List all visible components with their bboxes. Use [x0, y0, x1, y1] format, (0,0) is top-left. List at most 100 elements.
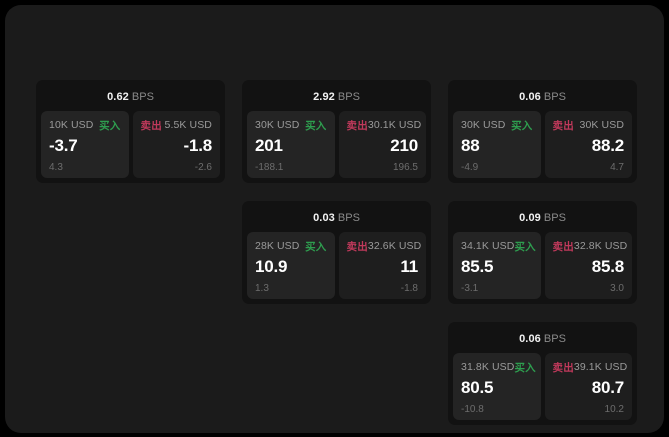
bps-value: 0.06 — [519, 333, 541, 345]
quote-column-1: 0.62 BPS 10K USD 买入 -3.7 4.3 卖出 — [36, 80, 225, 183]
bid-delta: -4.9 — [461, 161, 479, 173]
ask-panel[interactable]: 卖出 30.1K USD 210 196.5 — [338, 111, 426, 178]
ask-size-label: 30K USD — [579, 119, 624, 131]
bid-size-label: 31.8K USD — [461, 361, 515, 373]
bid-panel[interactable]: 30K USD 买入 201 -188.1 — [247, 111, 335, 178]
ask-header: 卖出 30.1K USD — [346, 119, 422, 132]
bid-header: 28K USD 买入 — [255, 240, 327, 253]
quote-card[interactable]: 0.06 BPS 30K USD 买入 88 -4.9 卖出 — [448, 80, 637, 183]
buy-label: 买入 — [305, 119, 327, 132]
ask-header: 卖出 5.5K USD — [140, 119, 213, 132]
bid-price: -3.7 — [49, 136, 78, 155]
ask-price: 80.7 — [591, 378, 624, 397]
quote-board: 0.62 BPS 10K USD 买入 -3.7 4.3 卖出 — [36, 80, 637, 425]
ask-panel[interactable]: 卖出 32.6K USD 11 -1.8 — [338, 232, 426, 299]
bps-unit: BPS — [337, 91, 360, 103]
ask-panel[interactable]: 卖出 30K USD 88.2 4.7 — [544, 111, 632, 178]
bid-delta: 1.3 — [255, 282, 269, 294]
ask-panel[interactable]: 卖出 5.5K USD -1.8 -2.6 — [132, 111, 220, 178]
sell-label: 卖出 — [346, 119, 368, 132]
bid-size-label: 30K USD — [461, 119, 506, 131]
card-body: 34.1K USD 买入 85.5 -3.1 卖出 32.8K USD 85.8… — [453, 232, 632, 299]
card-header: 0.09 BPS — [453, 208, 632, 232]
buy-label: 买入 — [514, 361, 536, 374]
card-body: 31.8K USD 买入 80.5 -10.8 卖出 39.1K USD 80.… — [453, 353, 632, 420]
ask-size-label: 32.8K USD — [573, 240, 628, 252]
bid-header: 31.8K USD 买入 — [461, 361, 536, 374]
bid-size-label: 10K USD — [49, 119, 94, 131]
buy-label: 买入 — [511, 119, 533, 132]
ask-size-label: 30.1K USD — [367, 119, 422, 131]
card-header: 2.92 BPS — [247, 87, 426, 111]
bid-panel[interactable]: 30K USD 买入 88 -4.9 — [453, 111, 541, 178]
quote-card[interactable]: 2.92 BPS 30K USD 买入 201 -188.1 卖出 — [242, 80, 431, 183]
ask-size-label: 32.6K USD — [367, 240, 422, 252]
sell-label: 卖出 — [140, 119, 162, 132]
ask-delta: 4.7 — [610, 161, 624, 173]
card-header: 0.06 BPS — [453, 329, 632, 353]
bps-unit: BPS — [543, 333, 566, 345]
quote-column-2: 2.92 BPS 30K USD 买入 201 -188.1 卖出 — [242, 80, 431, 304]
ask-size-label: 39.1K USD — [573, 361, 628, 373]
card-header: 0.62 BPS — [41, 87, 220, 111]
app-panel: 0.62 BPS 10K USD 买入 -3.7 4.3 卖出 — [5, 5, 664, 433]
bid-price: 85.5 — [461, 257, 494, 276]
ask-panel[interactable]: 卖出 32.8K USD 85.8 3.0 — [544, 232, 632, 299]
ask-size-label: 5.5K USD — [164, 119, 212, 131]
bid-price: 201 — [255, 136, 283, 155]
card-body: 30K USD 买入 201 -188.1 卖出 30.1K USD 210 1… — [247, 111, 426, 178]
bid-size-label: 30K USD — [255, 119, 300, 131]
ask-header: 卖出 30K USD — [552, 119, 625, 132]
sell-label: 卖出 — [552, 240, 574, 253]
buy-label: 买入 — [514, 240, 536, 253]
buy-label: 买入 — [305, 240, 327, 253]
card-header: 0.03 BPS — [247, 208, 426, 232]
quote-column-3: 0.06 BPS 30K USD 买入 88 -4.9 卖出 — [448, 80, 637, 425]
bps-value: 0.62 — [107, 91, 129, 103]
card-body: 10K USD 买入 -3.7 4.3 卖出 5.5K USD -1.8 -2.… — [41, 111, 220, 178]
bps-unit: BPS — [131, 91, 154, 103]
ask-header: 卖出 32.8K USD — [552, 240, 628, 253]
bid-panel[interactable]: 10K USD 买入 -3.7 4.3 — [41, 111, 129, 178]
card-body: 28K USD 买入 10.9 1.3 卖出 32.6K USD 11 -1.8 — [247, 232, 426, 299]
ask-price: 85.8 — [591, 257, 624, 276]
sell-label: 卖出 — [552, 119, 574, 132]
bid-header: 30K USD 买入 — [461, 119, 533, 132]
bps-unit: BPS — [337, 212, 360, 224]
quote-card[interactable]: 0.09 BPS 34.1K USD 买入 85.5 -3.1 卖出 — [448, 201, 637, 304]
bps-unit: BPS — [543, 91, 566, 103]
ask-price: 210 — [390, 136, 418, 155]
sell-label: 卖出 — [346, 240, 368, 253]
bps-value: 0.03 — [313, 212, 335, 224]
ask-price: 11 — [400, 257, 418, 276]
bid-panel[interactable]: 28K USD 买入 10.9 1.3 — [247, 232, 335, 299]
bid-price: 88 — [461, 136, 480, 155]
ask-delta: 196.5 — [392, 161, 418, 173]
quote-card[interactable]: 0.03 BPS 28K USD 买入 10.9 1.3 卖出 — [242, 201, 431, 304]
quote-card[interactable]: 0.62 BPS 10K USD 买入 -3.7 4.3 卖出 — [36, 80, 225, 183]
card-body: 30K USD 买入 88 -4.9 卖出 30K USD 88.2 4.7 — [453, 111, 632, 178]
ask-price: 88.2 — [591, 136, 624, 155]
bid-header: 10K USD 买入 — [49, 119, 121, 132]
bid-delta: -3.1 — [461, 282, 479, 294]
buy-label: 买入 — [99, 119, 121, 132]
sell-label: 卖出 — [552, 361, 574, 374]
bid-header: 34.1K USD 买入 — [461, 240, 536, 253]
ask-delta: -1.8 — [400, 282, 418, 294]
bps-value: 2.92 — [313, 91, 335, 103]
bid-panel[interactable]: 31.8K USD 买入 80.5 -10.8 — [453, 353, 541, 420]
ask-delta: 3.0 — [610, 282, 624, 294]
bid-price: 10.9 — [255, 257, 288, 276]
bid-panel[interactable]: 34.1K USD 买入 85.5 -3.1 — [453, 232, 541, 299]
bid-header: 30K USD 买入 — [255, 119, 327, 132]
ask-header: 卖出 32.6K USD — [346, 240, 422, 253]
bid-size-label: 28K USD — [255, 240, 300, 252]
bps-value: 0.09 — [519, 212, 541, 224]
bid-delta: -188.1 — [255, 161, 284, 173]
bid-size-label: 34.1K USD — [461, 240, 515, 252]
bid-delta: -10.8 — [461, 403, 484, 415]
ask-header: 卖出 39.1K USD — [552, 361, 628, 374]
quote-card[interactable]: 0.06 BPS 31.8K USD 买入 80.5 -10.8 卖出 — [448, 322, 637, 425]
ask-panel[interactable]: 卖出 39.1K USD 80.7 10.2 — [544, 353, 632, 420]
ask-price: -1.8 — [183, 136, 213, 155]
